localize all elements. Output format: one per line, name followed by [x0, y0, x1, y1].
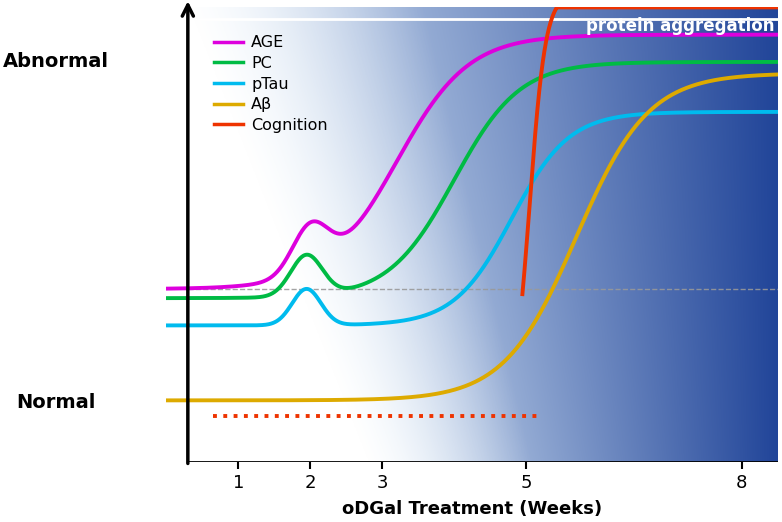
Text: Normal: Normal — [16, 393, 96, 412]
Legend: AGE, PC, pTau, Aβ, Cognition: AGE, PC, pTau, Aβ, Cognition — [208, 29, 334, 139]
Text: Abnormal: Abnormal — [3, 52, 109, 72]
X-axis label: oDGal Treatment (Weeks): oDGal Treatment (Weeks) — [342, 500, 602, 518]
Text: protein aggregation: protein aggregation — [586, 17, 774, 35]
